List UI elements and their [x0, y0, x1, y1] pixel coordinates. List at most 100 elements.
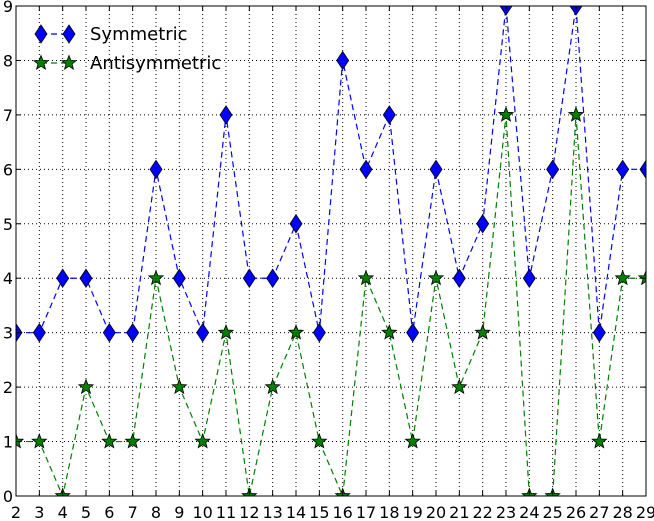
data-point-symmetric	[196, 322, 210, 343]
x-tick-label: 4	[58, 503, 68, 521]
data-point-antisymmetric	[217, 324, 235, 340]
plot-frame	[15, 5, 647, 497]
y-tick-label: 2	[3, 378, 13, 397]
x-tick-label: 8	[151, 503, 161, 521]
data-point-symmetric	[102, 322, 116, 343]
data-point-symmetric	[312, 322, 326, 343]
data-point-symmetric	[219, 105, 233, 125]
data-point-symmetric	[546, 159, 560, 180]
x-tick-label: 5	[81, 503, 91, 521]
data-point-antisymmetric	[31, 432, 48, 449]
series-layer	[16, 6, 646, 496]
series-symmetric	[16, 6, 646, 343]
x-tick-label: 25	[542, 503, 562, 521]
y-tick-label: 5	[3, 215, 13, 234]
data-point-symmetric	[32, 322, 46, 343]
data-point-symmetric	[289, 214, 303, 234]
y-tick-label: 7	[3, 106, 13, 125]
data-point-antisymmetric	[264, 378, 281, 395]
x-tick-label: 23	[496, 503, 516, 521]
y-tick-label: 4	[3, 269, 13, 288]
x-tick-label: 11	[216, 503, 236, 521]
data-point-symmetric	[56, 268, 70, 288]
data-point-symmetric	[242, 268, 256, 288]
data-point-symmetric	[522, 268, 536, 288]
data-point-symmetric	[79, 268, 93, 288]
x-tick-label: 22	[472, 503, 492, 521]
data-point-antisymmetric	[357, 269, 375, 286]
data-point-antisymmetric	[77, 378, 95, 395]
x-tick-label: 17	[356, 503, 376, 521]
data-point-antisymmetric	[101, 432, 118, 449]
y-tick-label: 1	[3, 433, 13, 452]
x-tick-label: 6	[104, 503, 114, 521]
x-tick-label: 16	[332, 503, 352, 521]
x-tick-label: 21	[449, 503, 469, 521]
x-tick-label: 19	[402, 503, 422, 521]
y-tick-label: 9	[3, 0, 13, 16]
data-point-antisymmetric	[404, 432, 421, 449]
legend-marker-antisymmetric	[32, 54, 50, 70]
data-point-symmetric	[406, 322, 420, 343]
data-point-symmetric	[126, 322, 140, 343]
x-tick-label: 27	[589, 503, 609, 521]
x-tick-labels: 2 3 4 5 6 7 8 9 10 11 12 13 14 15 16 17 18 19 20 21 22 23 24 25…	[11, 503, 654, 521]
data-point-antisymmetric	[474, 324, 491, 340]
data-point-antisymmetric	[637, 269, 646, 286]
x-tick-label: 24	[519, 503, 539, 521]
data-point-antisymmetric	[124, 432, 141, 449]
x-tick-label: 29	[636, 503, 654, 521]
data-point-antisymmetric	[591, 432, 608, 449]
x-tick-label: 18	[379, 503, 399, 521]
data-point-antisymmetric	[427, 269, 445, 286]
y-tick-label: 6	[3, 160, 13, 179]
data-point-antisymmetric	[567, 106, 585, 122]
y-tick-label: 3	[3, 324, 13, 343]
data-point-antisymmetric	[16, 432, 25, 449]
legend-item-symmetric: Symmetric	[34, 24, 188, 45]
tick-marks	[15, 5, 647, 497]
legend-label-symmetric: Symmetric	[90, 24, 188, 45]
data-point-antisymmetric	[614, 269, 631, 286]
legend-item-antisymmetric: Antisymmetric	[32, 53, 221, 74]
series-line-antisymmetric	[16, 114, 646, 496]
data-point-symmetric	[616, 159, 630, 180]
data-point-symmetric	[359, 159, 373, 180]
x-tick-label: 3	[34, 503, 44, 521]
x-tick-label: 7	[128, 503, 138, 521]
data-point-symmetric	[452, 268, 466, 288]
x-tick-label: 13	[262, 503, 282, 521]
x-tick-label: 12	[239, 503, 259, 521]
data-point-antisymmetric	[381, 324, 398, 340]
x-tick-label: 9	[174, 503, 184, 521]
data-point-antisymmetric	[451, 378, 468, 395]
data-point-antisymmetric	[171, 378, 188, 395]
x-tick-label: 10	[192, 503, 212, 521]
x-tick-label: 28	[612, 503, 632, 521]
data-point-symmetric	[336, 50, 350, 71]
legend-marker-antisymmetric	[60, 54, 78, 70]
data-point-antisymmetric	[147, 269, 165, 286]
data-point-symmetric	[382, 105, 396, 125]
y-tick-label: 8	[3, 51, 13, 70]
y-tick-label: 0	[3, 487, 13, 506]
legend-label-antisymmetric: Antisymmetric	[90, 53, 221, 74]
data-point-symmetric	[172, 268, 186, 288]
data-point-antisymmetric	[497, 106, 515, 122]
legend: Symmetric Antisymmetric	[32, 24, 221, 74]
data-point-symmetric	[429, 159, 443, 180]
x-tick-label: 15	[309, 503, 329, 521]
grid-lines	[15, 5, 647, 497]
legend-marker-symmetric	[62, 24, 76, 44]
data-point-symmetric	[592, 322, 606, 343]
x-tick-label: 20	[426, 503, 446, 521]
x-tick-label: 2	[11, 503, 21, 521]
x-tick-label: 26	[566, 503, 586, 521]
x-tick-label: 14	[286, 503, 306, 521]
y-tick-labels: 0 1 2 3 4 5 6 7 8 9	[3, 0, 13, 506]
data-point-symmetric	[266, 268, 280, 288]
legend-marker-symmetric	[34, 24, 48, 44]
data-point-symmetric	[476, 214, 490, 234]
data-point-antisymmetric	[194, 432, 211, 449]
